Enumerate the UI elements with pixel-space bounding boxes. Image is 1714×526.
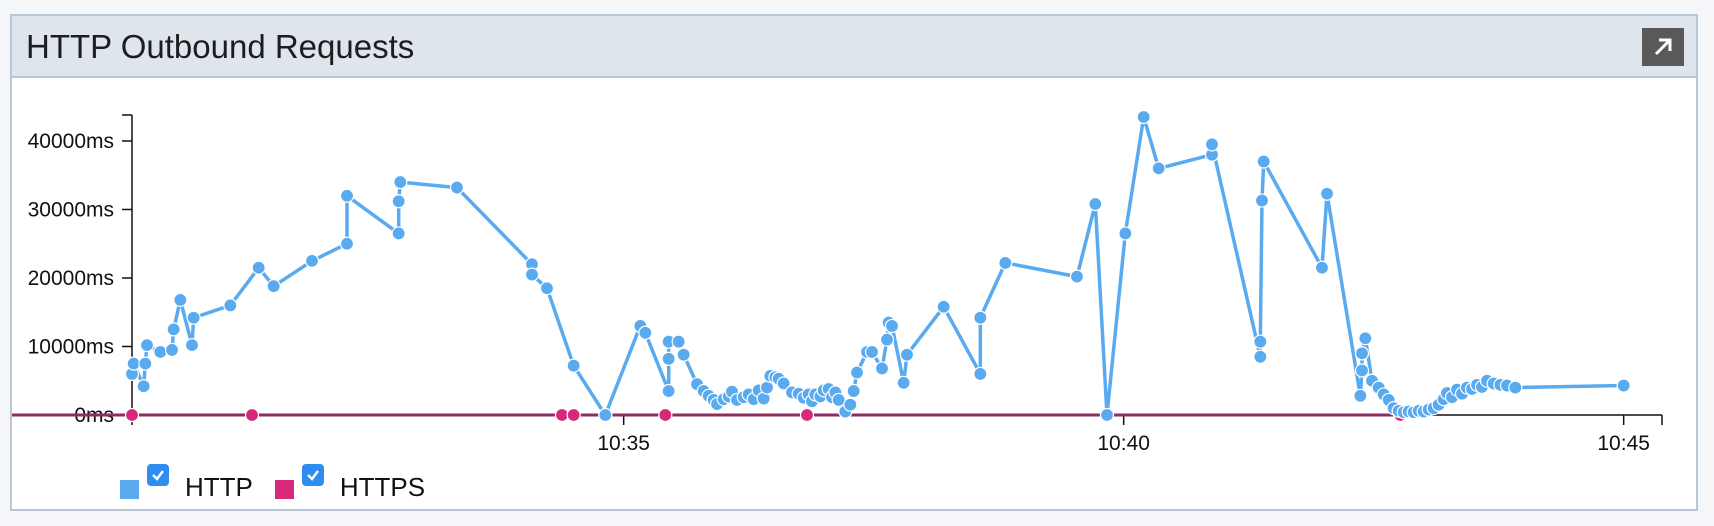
checkmark-icon	[307, 470, 319, 481]
panel-title: HTTP Outbound Requests	[26, 28, 415, 65]
http-data-point	[1254, 193, 1270, 208]
https-data-point	[124, 407, 140, 423]
http-data-point	[138, 356, 153, 371]
legend-checkbox-https[interactable]	[301, 464, 324, 486]
http-data-point	[1616, 378, 1631, 393]
http-data-point	[223, 298, 238, 313]
http-data-point	[166, 322, 181, 337]
http-data-point	[973, 366, 988, 381]
http-data-point	[1354, 346, 1370, 361]
chart-legend: HTTP HTTPS	[120, 462, 447, 502]
legend-swatch-http	[120, 479, 139, 499]
panel-header: HTTP Outbound Requests	[12, 16, 1696, 78]
http-data-point	[1204, 137, 1220, 152]
y-tick-label: 30000ms	[28, 198, 114, 221]
http-data-point	[164, 342, 180, 358]
http-data-point	[304, 253, 320, 268]
http-data-point	[1256, 154, 1271, 169]
http-data-point	[661, 383, 676, 399]
http-data-point	[1314, 260, 1330, 275]
http-data-point	[661, 351, 676, 366]
http-data-point	[1354, 363, 1370, 378]
http-data-point	[539, 281, 555, 296]
http-data-point	[153, 344, 168, 360]
http-data-point	[1508, 380, 1523, 395]
http-data-point	[864, 344, 880, 360]
checkmark-icon	[152, 470, 164, 481]
http-data-point	[973, 310, 988, 325]
http-data-point	[1118, 226, 1133, 241]
http-data-point	[884, 318, 900, 334]
http-data-point	[126, 356, 141, 371]
http-data-point	[831, 392, 846, 408]
http-data-point	[843, 397, 858, 412]
http-data-point	[173, 292, 188, 308]
chart-panel: HTTP Outbound Requests	[10, 14, 1698, 511]
expand-button[interactable]	[1642, 28, 1684, 66]
http-data-point	[776, 376, 791, 391]
https-data-point	[554, 407, 570, 423]
http-data-point	[1136, 109, 1151, 125]
http-data-point	[1353, 388, 1368, 403]
http-data-point	[184, 338, 200, 353]
http-data-point	[849, 365, 865, 380]
http-data-point	[139, 338, 155, 353]
legend-swatch-https	[274, 479, 294, 499]
http-data-point	[393, 174, 408, 190]
http-data-point	[896, 375, 911, 390]
http-data-point	[136, 379, 151, 394]
y-tick-label: 10000ms	[28, 335, 114, 358]
http-data-point	[1151, 161, 1166, 176]
http-data-point	[846, 383, 861, 399]
legend-label-https: HTTPS	[339, 471, 426, 502]
http-data-point	[671, 334, 686, 349]
http-data-point	[1069, 269, 1085, 284]
x-tick-label: 10:45	[1597, 432, 1650, 455]
http-data-point	[936, 299, 951, 314]
http-data-point	[524, 267, 540, 282]
legend-item-https[interactable]: HTTPS	[274, 462, 426, 503]
http-data-point	[1253, 349, 1268, 364]
http-data-point	[449, 180, 465, 195]
http-data-point	[1253, 334, 1268, 349]
https-data-point	[566, 407, 581, 423]
http-data-point	[879, 332, 895, 347]
http-data-point	[186, 310, 201, 325]
http-data-point	[1088, 196, 1103, 212]
http-data-point	[899, 347, 915, 362]
y-tick-label: 20000ms	[28, 267, 114, 290]
https-data-point	[658, 407, 673, 423]
arrow-up-right-icon	[1654, 38, 1672, 56]
y-tick-label: 40000ms	[28, 130, 114, 153]
http-data-point	[638, 325, 653, 340]
http-data-point	[391, 194, 406, 209]
legend-item-http[interactable]: HTTP	[120, 462, 253, 503]
https-data-point	[244, 407, 260, 423]
http-data-point	[1358, 331, 1373, 346]
http-data-point	[566, 358, 581, 373]
http-data-point	[1099, 407, 1115, 423]
legend-label-http: HTTP	[185, 471, 253, 502]
http-data-point	[339, 236, 355, 251]
chart-series	[12, 109, 1631, 423]
x-tick-label: 10:35	[597, 432, 650, 455]
http-data-point	[266, 279, 281, 294]
http-data-point	[339, 188, 355, 203]
http-data-point	[598, 407, 613, 423]
https-data-point	[799, 407, 815, 423]
http-data-point	[676, 347, 691, 362]
legend-checkbox-http[interactable]	[147, 464, 169, 486]
http-data-point	[998, 255, 1013, 271]
http-data-point	[391, 226, 406, 241]
http-data-point	[874, 361, 890, 376]
x-tick-label: 10:40	[1097, 432, 1150, 455]
http-data-point	[251, 260, 266, 275]
http-data-point	[1319, 186, 1335, 201]
